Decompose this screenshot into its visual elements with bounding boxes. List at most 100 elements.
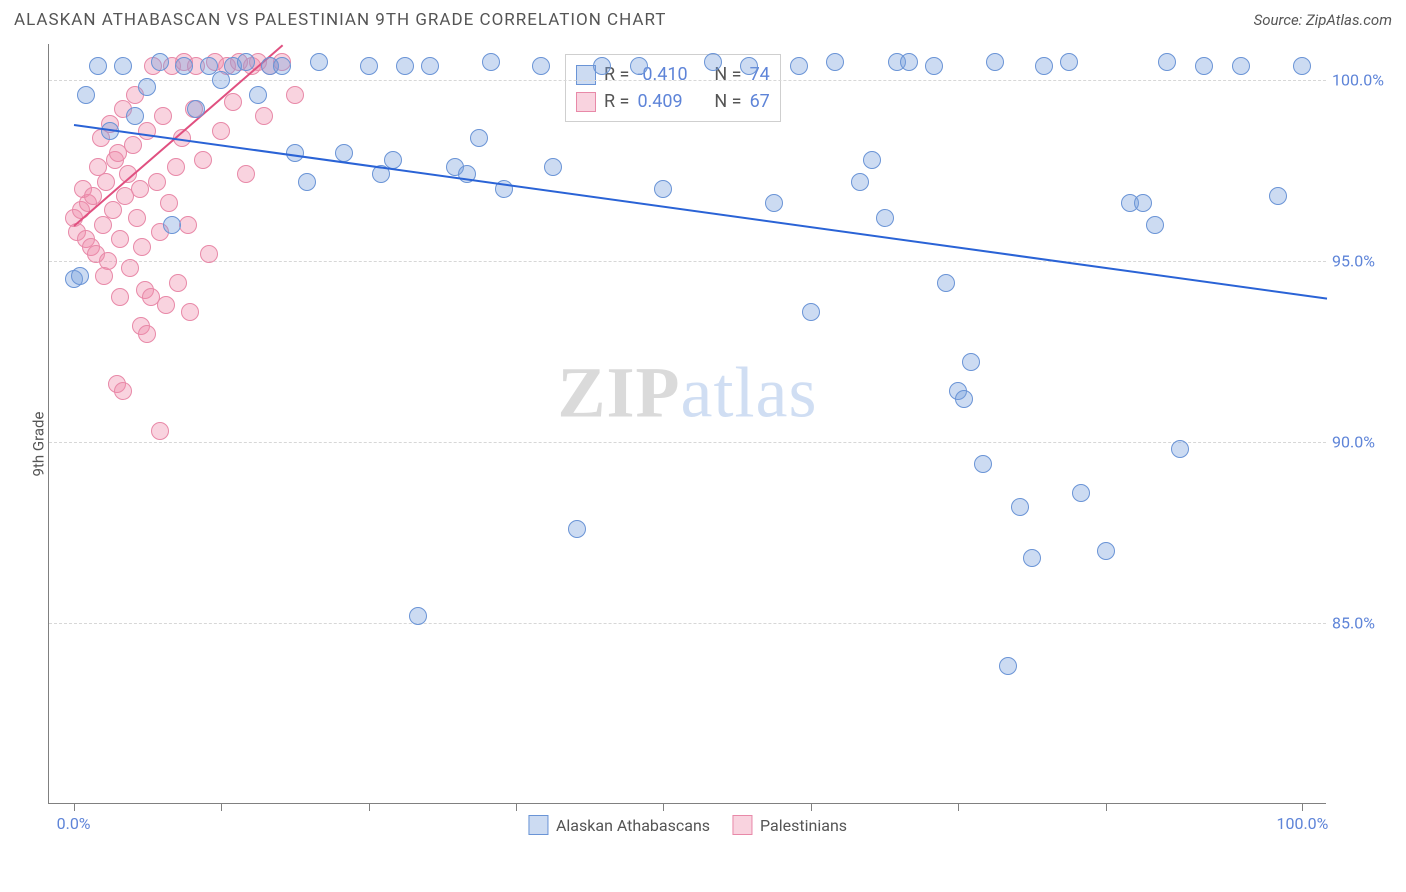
data-point-b: [121, 259, 139, 277]
data-point-a: [384, 151, 402, 169]
data-point-a: [187, 100, 205, 118]
data-point-a: [114, 57, 132, 75]
data-point-a: [249, 86, 267, 104]
data-point-b: [224, 93, 242, 111]
data-point-a: [1195, 57, 1213, 75]
data-point-b: [200, 245, 218, 263]
data-point-a: [1035, 57, 1053, 75]
gridline-h: [49, 261, 1326, 262]
legend-item: Alaskan Athabascans: [528, 815, 710, 835]
data-point-b: [160, 194, 178, 212]
data-point-a: [962, 353, 980, 371]
data-point-a: [1134, 194, 1152, 212]
y-tick-label: 85.0%: [1332, 614, 1394, 633]
data-point-a: [593, 57, 611, 75]
data-point-a: [974, 455, 992, 473]
data-point-a: [1146, 216, 1164, 234]
r-label: R =: [604, 88, 629, 115]
data-point-b: [114, 382, 132, 400]
data-point-b: [128, 209, 146, 227]
swatch-icon: [528, 815, 548, 835]
r-value: 0.409: [637, 88, 697, 115]
chart-area: 9th Grade ZIPatlas R =-0.410 N =74R =0.4…: [0, 44, 1406, 844]
y-tick-label: 95.0%: [1332, 252, 1394, 271]
data-point-a: [360, 57, 378, 75]
data-point-b: [131, 180, 149, 198]
x-tick: [811, 803, 812, 811]
data-point-a: [1060, 53, 1078, 71]
data-point-a: [89, 57, 107, 75]
data-point-a: [704, 53, 722, 71]
watermark-part-b: atlas: [681, 353, 818, 433]
data-point-a: [544, 158, 562, 176]
data-point-b: [138, 325, 156, 343]
swatch-icon: [576, 92, 596, 112]
n-label: N =: [705, 88, 741, 115]
data-point-b: [237, 165, 255, 183]
data-point-a: [568, 520, 586, 538]
data-point-a: [286, 144, 304, 162]
x-tick: [516, 803, 517, 811]
data-point-a: [876, 209, 894, 227]
x-tick-label: 0.0%: [57, 814, 91, 833]
data-point-a: [955, 390, 973, 408]
data-point-a: [765, 194, 783, 212]
data-point-a: [1158, 53, 1176, 71]
data-point-a: [151, 53, 169, 71]
data-point-b: [151, 422, 169, 440]
data-point-b: [212, 122, 230, 140]
x-tick: [221, 803, 222, 811]
y-tick-label: 90.0%: [1332, 433, 1394, 452]
data-point-a: [999, 657, 1017, 675]
data-point-b: [181, 303, 199, 321]
data-point-b: [194, 151, 212, 169]
data-point-b: [154, 107, 172, 125]
y-axis-label: 9th Grade: [29, 412, 47, 477]
data-point-a: [482, 53, 500, 71]
data-point-a: [900, 53, 918, 71]
swatch-icon: [732, 815, 752, 835]
x-tick: [958, 803, 959, 811]
data-point-a: [863, 151, 881, 169]
title-bar: ALASKAN ATHABASCAN VS PALESTINIAN 9TH GR…: [0, 0, 1406, 36]
data-point-a: [409, 607, 427, 625]
data-point-a: [630, 57, 648, 75]
x-tick: [1106, 803, 1107, 811]
data-point-a: [396, 57, 414, 75]
data-point-a: [986, 53, 1004, 71]
legend-label: Alaskan Athabascans: [556, 816, 710, 835]
x-tick: [1302, 803, 1303, 811]
data-point-a: [1072, 484, 1090, 502]
data-point-a: [826, 53, 844, 71]
data-point-a: [175, 57, 193, 75]
legend-label: Palestinians: [760, 816, 847, 835]
data-point-b: [133, 238, 151, 256]
data-point-a: [470, 129, 488, 147]
data-point-a: [654, 180, 672, 198]
data-point-a: [1011, 498, 1029, 516]
data-point-a: [212, 71, 230, 89]
data-point-a: [1232, 57, 1250, 75]
data-point-b: [169, 274, 187, 292]
data-point-a: [298, 173, 316, 191]
data-point-b: [124, 136, 142, 154]
data-point-a: [163, 216, 181, 234]
data-point-a: [802, 303, 820, 321]
data-point-b: [111, 288, 129, 306]
legend: Alaskan Athabascans Palestinians: [528, 815, 847, 835]
data-point-b: [179, 216, 197, 234]
data-point-a: [532, 57, 550, 75]
data-point-b: [95, 267, 113, 285]
data-point-b: [286, 86, 304, 104]
data-point-a: [790, 57, 808, 75]
stats-row: R =0.409 N =67: [576, 88, 770, 115]
gridline-h: [49, 442, 1326, 443]
chart-title: ALASKAN ATHABASCAN VS PALESTINIAN 9TH GR…: [14, 10, 666, 30]
legend-item: Palestinians: [732, 815, 847, 835]
data-point-a: [310, 53, 328, 71]
watermark: ZIPatlas: [558, 352, 818, 435]
data-point-a: [421, 57, 439, 75]
data-point-b: [148, 173, 166, 191]
data-point-a: [1097, 542, 1115, 560]
gridline-h: [49, 623, 1326, 624]
